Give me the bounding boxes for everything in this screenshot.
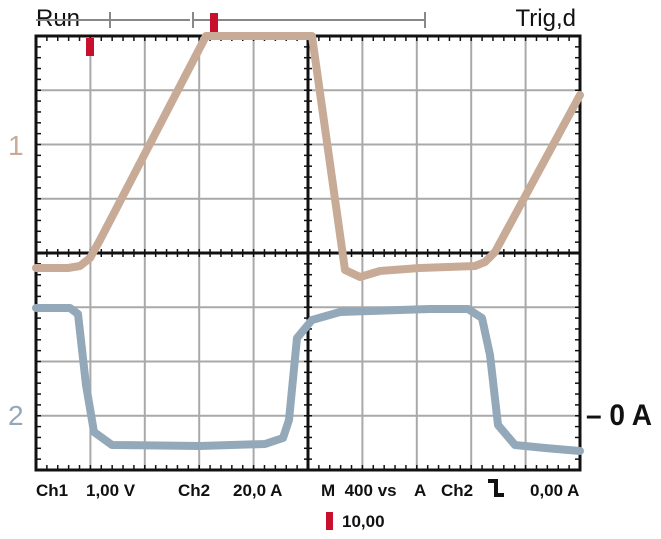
ch2-zero-marker: – 0 A bbox=[586, 399, 652, 432]
trigger-source-label: A bbox=[414, 481, 426, 500]
trigger-level-marker[interactable] bbox=[86, 38, 94, 56]
trigger-offset-marker bbox=[326, 512, 333, 530]
run-status: Run bbox=[36, 5, 80, 32]
falling-edge-icon[interactable] bbox=[488, 479, 504, 497]
ch1-label: Ch1 bbox=[36, 481, 68, 500]
ch2-label: Ch2 bbox=[178, 481, 210, 500]
ch2-scale[interactable]: 20,0 A bbox=[233, 481, 282, 500]
trigger-level-readout[interactable]: 0,00 A bbox=[530, 481, 579, 500]
ch2-waveform bbox=[32, 304, 584, 455]
trigger-position-marker[interactable] bbox=[210, 13, 218, 33]
timebase-readout[interactable]: M 400 vs bbox=[321, 481, 397, 500]
ch1-indicator[interactable]: 1 bbox=[8, 130, 24, 161]
trigger-status: Trig,d bbox=[516, 5, 576, 32]
trigger-offset-readout: 10,00 bbox=[342, 512, 385, 531]
time-position-bar bbox=[36, 12, 426, 28]
trigger-source[interactable]: Ch2 bbox=[441, 481, 473, 500]
ch1-scale[interactable]: 1,00 V bbox=[86, 481, 136, 500]
ch1-waveform bbox=[32, 32, 584, 281]
ch2-indicator[interactable]: 2 bbox=[8, 400, 24, 431]
